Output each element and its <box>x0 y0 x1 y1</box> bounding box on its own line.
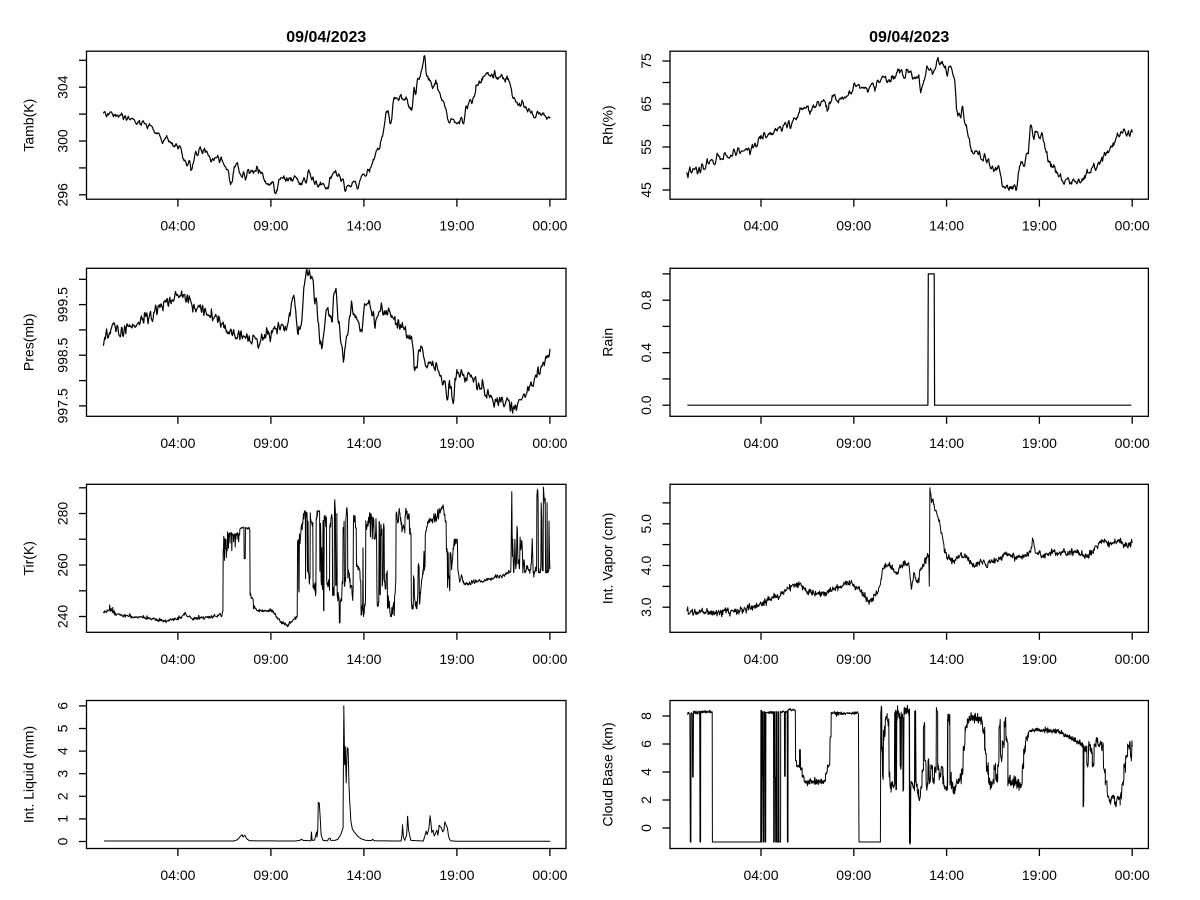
svg-text:Cloud Base (km): Cloud Base (km) <box>600 722 616 826</box>
svg-text:304: 304 <box>55 75 71 99</box>
svg-text:Int. Liquid (mm): Int. Liquid (mm) <box>21 726 37 823</box>
svg-text:4: 4 <box>55 747 71 755</box>
svg-text:09:00: 09:00 <box>836 651 871 667</box>
svg-text:19:00: 19:00 <box>439 651 474 667</box>
svg-text:997.5: 997.5 <box>55 388 71 423</box>
svg-text:3: 3 <box>55 770 71 778</box>
svg-text:09:00: 09:00 <box>836 218 871 234</box>
svg-text:00:00: 00:00 <box>532 435 567 451</box>
svg-text:04:00: 04:00 <box>743 218 778 234</box>
svg-text:998.5: 998.5 <box>55 337 71 372</box>
svg-text:5.0: 5.0 <box>638 514 654 534</box>
svg-text:19:00: 19:00 <box>1022 435 1057 451</box>
svg-text:Pres(mb): Pres(mb) <box>21 314 37 372</box>
svg-text:Tir(K): Tir(K) <box>21 541 37 575</box>
svg-text:1: 1 <box>55 815 71 823</box>
svg-text:19:00: 19:00 <box>1022 867 1057 883</box>
svg-text:0: 0 <box>55 837 71 845</box>
svg-text:4: 4 <box>638 768 654 776</box>
svg-text:6: 6 <box>55 702 71 710</box>
svg-text:Int. Vapor (cm): Int. Vapor (cm) <box>600 513 616 605</box>
svg-text:0.0: 0.0 <box>638 395 654 415</box>
svg-text:09/04/2023: 09/04/2023 <box>869 29 949 46</box>
svg-text:19:00: 19:00 <box>439 218 474 234</box>
svg-text:6: 6 <box>638 740 654 748</box>
svg-text:5: 5 <box>55 724 71 732</box>
svg-text:04:00: 04:00 <box>160 435 195 451</box>
svg-text:04:00: 04:00 <box>743 435 778 451</box>
svg-text:19:00: 19:00 <box>1022 218 1057 234</box>
svg-text:00:00: 00:00 <box>1115 651 1150 667</box>
svg-text:45: 45 <box>638 182 654 198</box>
svg-text:300: 300 <box>55 129 71 153</box>
svg-text:260: 260 <box>55 553 71 577</box>
svg-text:55: 55 <box>638 139 654 155</box>
svg-text:4.0: 4.0 <box>638 556 654 576</box>
svg-text:19:00: 19:00 <box>439 867 474 883</box>
svg-text:14:00: 14:00 <box>929 651 964 667</box>
svg-text:3.0: 3.0 <box>638 597 654 617</box>
svg-text:999.5: 999.5 <box>55 287 71 322</box>
svg-text:0: 0 <box>638 824 654 832</box>
svg-text:09:00: 09:00 <box>253 218 288 234</box>
svg-text:240: 240 <box>55 605 71 629</box>
svg-text:280: 280 <box>55 502 71 526</box>
svg-text:00:00: 00:00 <box>532 867 567 883</box>
svg-text:00:00: 00:00 <box>1115 218 1150 234</box>
svg-text:2: 2 <box>638 796 654 804</box>
svg-text:14:00: 14:00 <box>346 435 381 451</box>
svg-text:14:00: 14:00 <box>929 867 964 883</box>
svg-text:19:00: 19:00 <box>1022 651 1057 667</box>
svg-text:04:00: 04:00 <box>743 867 778 883</box>
svg-text:00:00: 00:00 <box>1115 867 1150 883</box>
svg-text:00:00: 00:00 <box>1115 435 1150 451</box>
svg-text:09:00: 09:00 <box>253 867 288 883</box>
svg-text:Tamb(K): Tamb(K) <box>21 99 37 152</box>
svg-text:14:00: 14:00 <box>346 651 381 667</box>
svg-text:0.8: 0.8 <box>638 290 654 310</box>
svg-text:65: 65 <box>638 96 654 112</box>
svg-text:2: 2 <box>55 792 71 800</box>
svg-text:14:00: 14:00 <box>929 218 964 234</box>
svg-text:04:00: 04:00 <box>160 651 195 667</box>
svg-text:09:00: 09:00 <box>253 651 288 667</box>
svg-text:09:00: 09:00 <box>836 867 871 883</box>
svg-text:Rh(%): Rh(%) <box>600 105 616 145</box>
svg-text:00:00: 00:00 <box>532 218 567 234</box>
svg-text:296: 296 <box>55 183 71 207</box>
svg-text:00:00: 00:00 <box>532 651 567 667</box>
svg-text:09:00: 09:00 <box>836 435 871 451</box>
svg-text:0.4: 0.4 <box>638 343 654 363</box>
svg-text:04:00: 04:00 <box>160 867 195 883</box>
svg-text:75: 75 <box>638 53 654 69</box>
svg-text:19:00: 19:00 <box>439 435 474 451</box>
svg-text:14:00: 14:00 <box>929 435 964 451</box>
svg-text:04:00: 04:00 <box>743 651 778 667</box>
svg-text:Rain: Rain <box>600 328 616 357</box>
svg-text:09/04/2023: 09/04/2023 <box>286 29 366 46</box>
svg-text:04:00: 04:00 <box>160 218 195 234</box>
svg-text:8: 8 <box>638 712 654 720</box>
svg-text:14:00: 14:00 <box>346 218 381 234</box>
svg-text:09:00: 09:00 <box>253 435 288 451</box>
svg-text:14:00: 14:00 <box>346 867 381 883</box>
